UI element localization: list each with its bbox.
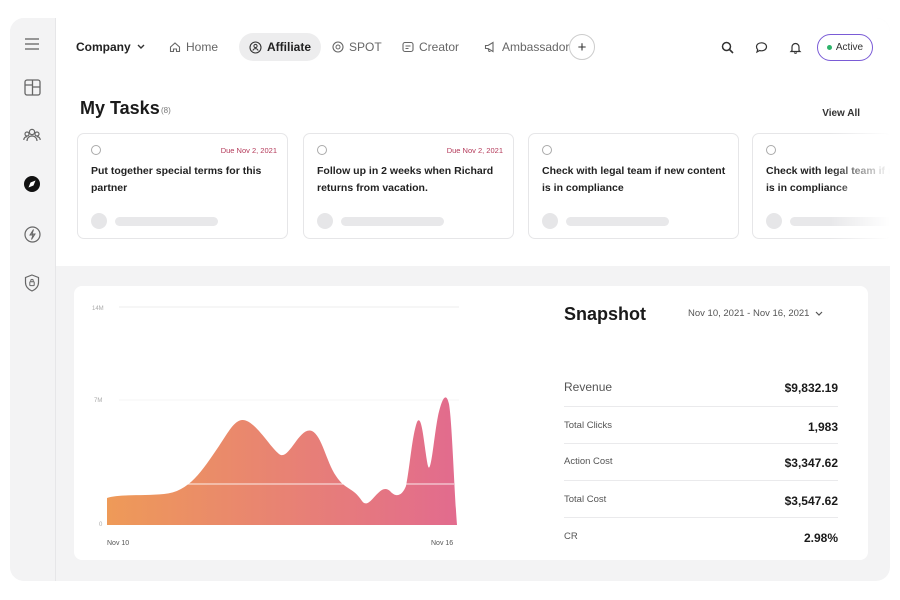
assignee-placeholder [115, 217, 218, 226]
dashboard-icon[interactable] [21, 76, 43, 98]
task-checkbox[interactable] [317, 145, 327, 155]
tab-affiliate[interactable]: Affiliate [239, 33, 322, 61]
task-checkbox[interactable] [766, 145, 776, 155]
chevron-down-icon [137, 44, 145, 49]
revenue-chart: 14M 7M 0 Nov 10 Nov 16 [92, 306, 459, 547]
company-selector[interactable]: Company [76, 40, 145, 54]
spot-icon [332, 41, 344, 53]
tab-ambassador[interactable]: Ambassador [474, 33, 579, 61]
stat-label: Total Clicks [564, 420, 613, 431]
chevron-down-icon [816, 311, 823, 316]
y-tick-label: 7M [94, 398, 102, 404]
assignee-placeholder [790, 217, 890, 226]
bolt-icon[interactable] [21, 223, 43, 245]
task-card[interactable]: Due Nov 2, 2021 Follow up in 2 weeks whe… [303, 133, 514, 239]
creator-icon [402, 41, 414, 53]
compass-icon[interactable] [21, 173, 43, 195]
task-due-date: Due Nov 2, 2021 [220, 146, 277, 155]
y-tick-label: 0 [99, 522, 103, 528]
task-text: Put together special terms for this part… [91, 165, 262, 194]
avatar [766, 213, 782, 229]
app-frame: Company Home Affiliate SPOT Creator [10, 18, 890, 581]
date-range-label: Nov 10, 2021 - Nov 16, 2021 [688, 308, 810, 319]
assignee-placeholder [341, 217, 444, 226]
tab-spot[interactable]: SPOT [322, 33, 392, 61]
y-tick-label: 14M [92, 306, 104, 312]
snapshot-title: Snapshot [564, 304, 647, 324]
status-toggle[interactable]: Active [817, 34, 873, 61]
stat-value: 1,983 [807, 420, 838, 434]
date-range-selector[interactable]: Nov 10, 2021 - Nov 16, 2021 [688, 308, 823, 319]
tab-affiliate-label: Affiliate [267, 40, 312, 54]
plus-icon: + [577, 38, 587, 56]
main-area: Company Home Affiliate SPOT Creator [56, 18, 890, 266]
add-tab-button[interactable]: + [569, 34, 595, 60]
avatar [91, 213, 107, 229]
chat-icon[interactable] [753, 39, 769, 55]
tab-creator[interactable]: Creator [392, 33, 469, 61]
stat-value: $9,832.19 [784, 381, 838, 395]
affiliate-icon [249, 40, 262, 54]
sidebar [10, 18, 56, 581]
tab-ambassador-label: Ambassador [502, 40, 570, 54]
x-tick-label: Nov 16 [431, 540, 453, 547]
task-checkbox[interactable] [91, 145, 101, 155]
task-card[interactable]: Check with legal team if new content is … [752, 133, 890, 239]
stat-row-cr: CR 2.98% [564, 518, 838, 555]
menu-icon[interactable] [21, 33, 43, 55]
task-card[interactable]: Due Nov 2, 2021 Put together special ter… [77, 133, 288, 239]
task-text: Check with legal team if new content is … [766, 165, 890, 194]
view-all-link[interactable]: View All [822, 108, 860, 119]
assignee-placeholder [566, 217, 669, 226]
tab-home-label: Home [186, 40, 219, 54]
stat-row-clicks: Total Clicks 1,983 [564, 407, 838, 444]
task-due-date: Due Nov 2, 2021 [446, 146, 503, 155]
task-text: Follow up in 2 weeks when Richard return… [317, 165, 494, 194]
bell-icon[interactable] [787, 39, 803, 55]
status-dot [826, 45, 832, 50]
stat-row-total-cost: Total Cost $3,547.62 [564, 481, 838, 518]
snapshot-panel: 14M 7M 0 Nov 10 Nov 16 Snapshot Nov 10, … [74, 286, 868, 560]
top-nav: Company Home Affiliate SPOT Creator [56, 18, 890, 78]
stat-value: 2.98% [803, 531, 838, 545]
stat-value: $3,547.62 [784, 494, 838, 508]
company-label: Company [76, 40, 131, 54]
revenue-area [107, 397, 457, 525]
stat-label: Revenue [564, 380, 613, 394]
shield-icon[interactable] [21, 272, 43, 294]
task-text: Check with legal team if new content is … [542, 165, 726, 194]
tasks-title: My Tasks [80, 98, 160, 118]
stat-row-revenue: Revenue $9,832.19 [564, 374, 838, 407]
users-icon[interactable] [21, 124, 43, 146]
avatar [317, 213, 333, 229]
stat-label: Action Cost [564, 456, 613, 467]
tasks-count: (8) [161, 106, 171, 115]
tab-spot-label: SPOT [349, 40, 382, 54]
megaphone-icon [484, 41, 494, 53]
home-icon [169, 42, 181, 53]
tab-home[interactable]: Home [159, 33, 228, 61]
task-card[interactable]: Check with legal team if new content is … [528, 133, 739, 239]
stat-value: $3,347.62 [784, 456, 838, 470]
avatar [542, 213, 558, 229]
x-tick-label: Nov 10 [107, 540, 129, 547]
task-checkbox[interactable] [542, 145, 552, 155]
stat-row-action-cost: Action Cost $3,347.62 [564, 444, 838, 481]
status-label: Active [835, 42, 864, 53]
search-icon[interactable] [719, 39, 735, 55]
stat-label: Total Cost [564, 494, 607, 505]
stat-label: CR [564, 531, 578, 542]
tab-creator-label: Creator [419, 40, 460, 54]
